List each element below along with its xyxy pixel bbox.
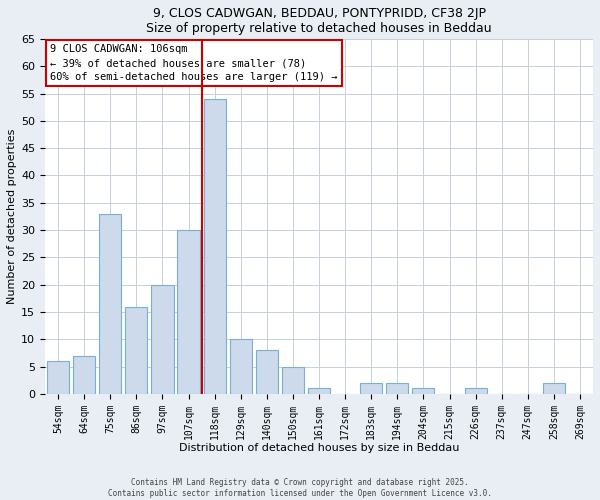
Bar: [386, 383, 409, 394]
Bar: [178, 230, 200, 394]
Bar: [125, 306, 148, 394]
X-axis label: Distribution of detached houses by size in Beddau: Distribution of detached houses by size …: [179, 443, 459, 453]
Bar: [308, 388, 330, 394]
Bar: [360, 383, 382, 394]
Bar: [47, 361, 69, 394]
Bar: [151, 284, 173, 394]
Text: Contains HM Land Registry data © Crown copyright and database right 2025.
Contai: Contains HM Land Registry data © Crown c…: [108, 478, 492, 498]
Bar: [203, 99, 226, 394]
Text: 9 CLOS CADWGAN: 106sqm
← 39% of detached houses are smaller (78)
60% of semi-det: 9 CLOS CADWGAN: 106sqm ← 39% of detached…: [50, 44, 338, 82]
Bar: [282, 366, 304, 394]
Bar: [256, 350, 278, 394]
Bar: [543, 383, 565, 394]
Bar: [230, 340, 252, 394]
Bar: [464, 388, 487, 394]
Bar: [99, 214, 121, 394]
Bar: [412, 388, 434, 394]
Title: 9, CLOS CADWGAN, BEDDAU, PONTYPRIDD, CF38 2JP
Size of property relative to detac: 9, CLOS CADWGAN, BEDDAU, PONTYPRIDD, CF3…: [146, 7, 492, 35]
Bar: [73, 356, 95, 394]
Y-axis label: Number of detached properties: Number of detached properties: [7, 128, 17, 304]
